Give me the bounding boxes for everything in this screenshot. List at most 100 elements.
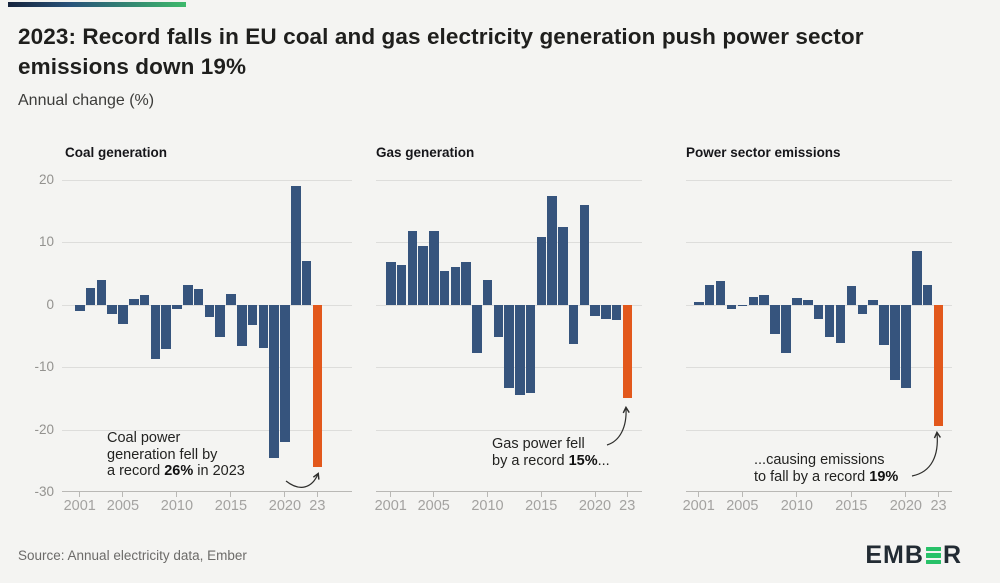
- bar-2001: [386, 262, 396, 305]
- bar-2015: [846, 286, 857, 305]
- bar-2003: [96, 279, 107, 305]
- x-tick-label-2005: 2005: [726, 498, 759, 514]
- bar-2002: [704, 284, 715, 305]
- bar-2009: [472, 304, 482, 354]
- bar-2008: [150, 304, 161, 360]
- bar-2006: [748, 297, 758, 305]
- bar-2006: [439, 271, 450, 305]
- bar-2009: [161, 304, 171, 350]
- x-tick-label-2001: 2001: [63, 498, 96, 514]
- x-tick-2001: [698, 492, 700, 497]
- bar-2009: [781, 304, 791, 353]
- x-tick-2005: [122, 492, 124, 497]
- gridline-20: [376, 180, 642, 181]
- x-tick-2023: [316, 492, 318, 497]
- chart-title-gas: Gas generation: [376, 145, 475, 160]
- bar-2017: [868, 299, 878, 305]
- gridline-10: [62, 242, 352, 244]
- chart-panel-coal: Coal generation Coal power generation fel…: [20, 140, 352, 514]
- bar-2007: [450, 267, 460, 305]
- bar-2023: [622, 304, 632, 399]
- x-tick-2001: [390, 492, 392, 497]
- bar-2008: [461, 262, 471, 305]
- bar-2023: [933, 304, 944, 427]
- x-tick-label-2010: 2010: [160, 498, 194, 514]
- y-tick-label--10: -10: [34, 359, 54, 375]
- bar-2012: [813, 304, 824, 319]
- page-title: 2023: Record falls in EU coal and gas el…: [18, 24, 864, 79]
- x-axis-line: [686, 491, 952, 492]
- x-tick-label-2001: 2001: [374, 498, 407, 514]
- bar-2007: [759, 294, 769, 305]
- bar-2012: [504, 304, 514, 389]
- gridline-10: [376, 242, 642, 244]
- bar-2003: [407, 230, 417, 305]
- x-tick-label-2010: 2010: [780, 498, 813, 514]
- logo-green-bars-icon: [925, 546, 941, 565]
- bar-2017: [247, 304, 258, 326]
- bar-2016: [237, 304, 247, 346]
- x-tick-2015: [230, 492, 232, 497]
- gridline--10: [62, 367, 352, 369]
- bar-2022: [922, 284, 933, 305]
- bar-2020: [590, 304, 600, 317]
- bar-2020: [280, 304, 290, 443]
- x-tick-2010: [796, 492, 798, 497]
- x-tick-2015: [850, 492, 852, 497]
- x-tick-label-2015: 2015: [835, 498, 868, 514]
- bar-2001: [75, 304, 85, 312]
- bar-2013: [515, 304, 525, 396]
- x-tick-label-2001: 2001: [682, 498, 715, 514]
- footer: Source: Annual electricity data, Ember E…: [18, 541, 962, 570]
- gridline--20: [376, 429, 642, 431]
- x-tick-2001: [79, 492, 81, 497]
- bar-2023: [312, 304, 323, 468]
- x-tick-2020: [284, 492, 286, 497]
- x-axis-line: [376, 491, 642, 492]
- coal-annotation: Coal power generation fell by a record 26%…: [107, 430, 245, 479]
- ember-logo: EMB R: [865, 541, 962, 570]
- bar-2007: [139, 295, 150, 305]
- bar-2022: [301, 261, 312, 305]
- bar-2016: [547, 195, 557, 305]
- emissions-annotation-arrow: [911, 430, 942, 477]
- bar-2001: [694, 302, 704, 305]
- bar-2020: [901, 304, 911, 388]
- x-tick-2015: [540, 492, 542, 497]
- y-tick-label-10: 10: [38, 234, 54, 250]
- bar-2019: [890, 304, 900, 380]
- x-tick-2023: [938, 492, 940, 497]
- page-subtitle: Annual change (%): [18, 92, 155, 109]
- x-tick-2020: [905, 492, 907, 497]
- bar-2018: [568, 304, 579, 345]
- bar-2010: [172, 304, 182, 309]
- x-tick-label-2023: 23: [930, 498, 947, 514]
- bar-2019: [579, 204, 589, 305]
- y-tick-label-20: 20: [38, 172, 54, 187]
- chart-title-coal: Coal generation: [65, 145, 168, 160]
- x-tick-2010: [487, 492, 488, 497]
- charts-row: Coal generation Coal power generation fel…: [0, 140, 952, 514]
- emissions-plot: ...causing emissions to fall by a record …: [683, 180, 952, 514]
- x-tick-label-2020: 2020: [578, 498, 612, 514]
- bar-2010: [482, 279, 493, 305]
- bar-2021: [291, 186, 301, 305]
- bar-2014: [215, 304, 225, 337]
- bar-2018: [879, 304, 889, 345]
- bar-2013: [204, 304, 215, 318]
- bar-2005: [118, 304, 128, 324]
- x-tick-label-2005: 2005: [417, 498, 450, 514]
- x-tick-label-2023: 23: [619, 498, 636, 514]
- gridline-20: [686, 180, 952, 181]
- x-tick-label-2023: 23: [309, 498, 326, 514]
- x-tick-label-2005: 2005: [106, 498, 140, 514]
- chart-panel-emissions: Power sector emissions ...causing emissi…: [683, 140, 952, 514]
- chart-title-emissions: Power sector emissions: [686, 145, 841, 160]
- bar-2012: [193, 289, 204, 305]
- x-tick-2005: [741, 492, 743, 497]
- bar-2021: [601, 304, 611, 320]
- bar-2008: [770, 304, 780, 335]
- bar-2022: [611, 304, 622, 321]
- x-tick-label-2015: 2015: [214, 498, 248, 514]
